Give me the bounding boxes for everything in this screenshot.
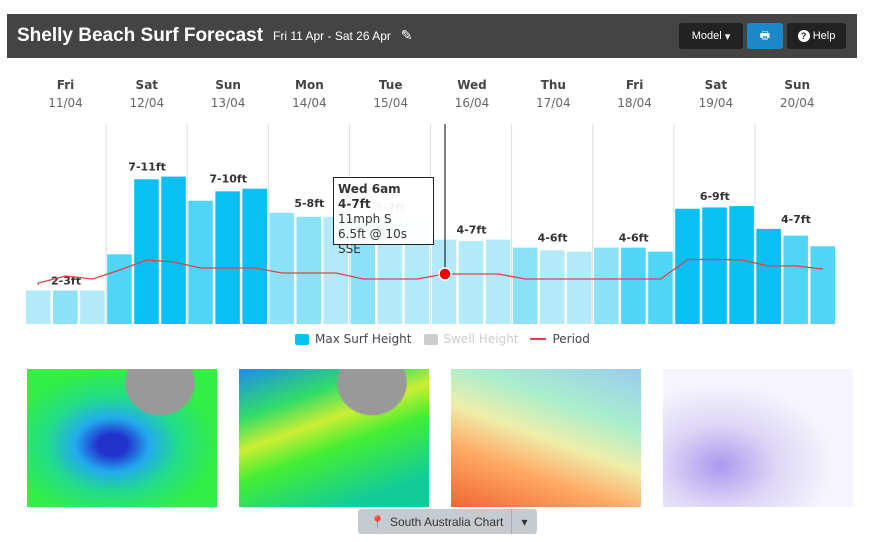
day-header: Fri 11/04 [25,76,106,112]
day-headers: Fri 11/04 Sat 12/04 Sun 13/04 Mon 14/04 Tue 15/04… [0,76,876,116]
surf-bar[interactable] [26,290,51,325]
surf-bar[interactable] [810,246,835,324]
day-name: Sun [784,78,811,92]
day-date: 19/04 [698,96,734,110]
day-date: 15/04 [373,96,408,110]
legend-period[interactable]: Period [552,332,590,346]
surf-bar[interactable] [188,200,213,324]
day-name: Sat [704,78,728,92]
surf-bar[interactable] [783,235,808,324]
edit-pencil-icon[interactable]: ✎ [400,28,413,44]
surf-chart[interactable]: 2-3ft7-11ft7-10ft5-8ft5-7ft4-7ft4-6ft4-6… [0,120,876,330]
chart-legend: Max Surf Height Swell Height Period [295,332,590,346]
day-date: 16/04 [454,96,490,110]
day-header: Sat 19/04 [675,76,756,112]
day-surf-label: 5-8ft [294,197,324,210]
day-surf-label: 4-6ft [619,232,649,245]
legend-swatch-swell [423,333,438,345]
day-header: Tue 15/04 [350,76,431,112]
surf-bar[interactable] [621,247,646,324]
tooltip-wind: 11mph S [338,212,392,226]
legend-max-surf[interactable]: Max Surf Height [315,332,412,346]
day-header: Sat 12/04 [106,76,187,112]
surf-bar[interactable] [702,207,727,324]
surf-bar[interactable] [215,191,240,324]
day-header: Sun 13/04 [188,76,269,112]
tooltip-surf: 4-7ft [338,197,371,211]
day-date: 17/04 [536,96,571,110]
surf-bar[interactable] [756,228,781,324]
surf-bar[interactable] [269,212,294,324]
legend-swell[interactable]: Swell Height [443,332,519,346]
surf-bar[interactable] [485,239,511,324]
legend-swatch-period [530,338,547,340]
wave-height-map[interactable] [27,369,217,507]
day-name: Sat [135,78,159,92]
day-name: Fri [625,78,644,92]
model-label: Model [691,30,722,42]
surf-bar[interactable] [648,251,673,324]
caret-down-icon: ▾ [724,30,731,43]
region-chart-dropdown[interactable]: ▾ [511,509,537,534]
day-date: 11/04 [48,96,83,110]
surf-bar[interactable] [594,247,619,324]
day-date: 18/04 [617,96,652,110]
period-line [37,258,824,286]
header-bar: Shelly Beach Surf Forecast Fri 11 Apr - … [7,14,857,58]
model-dropdown-button[interactable]: Model ▾ [679,23,743,49]
day-surf-label: 4-7ft [781,213,811,226]
day-surf-label: 4-6ft [538,232,568,245]
day-name: Wed [457,78,487,92]
surf-bar[interactable] [512,247,538,324]
region-chart-button[interactable]: 📍 South Australia Chart ▾ [358,509,537,534]
day-header: Thu 17/04 [513,76,594,112]
day-header: Fri 18/04 [594,76,675,112]
day-date: 14/04 [292,96,327,110]
surf-bar[interactable] [134,179,159,324]
day-date: 12/04 [129,96,165,110]
date-range: Fri 11 Apr - Sat 26 Apr [273,29,391,43]
day-surf-label: 7-10ft [209,173,247,186]
selected-point[interactable] [438,267,452,281]
question-circle-icon: ? [797,30,810,42]
printer-icon: 🖶 [759,29,771,42]
tooltip-swell: 6.5ft @ 10s SSE [338,227,407,256]
map-marker-icon: 📍 [370,514,385,529]
surf-bar[interactable] [107,254,132,324]
day-name: Sun [215,78,241,92]
surf-bar[interactable] [161,176,186,324]
page-title: Shelly Beach Surf Forecast [17,25,264,46]
day-surf-label: 4-7ft [457,224,487,237]
surf-bar[interactable] [458,240,484,324]
surf-bar[interactable] [539,250,565,324]
chart-tooltip: Wed 6am 4-7ft 11mph S 6.5ft @ 10s SSE [333,177,434,256]
surf-bar[interactable] [567,251,592,324]
tooltip-time: Wed 6am [338,182,401,196]
surf-bar[interactable] [296,216,322,324]
surf-bar[interactable] [729,206,754,324]
day-name: Fri [56,78,75,92]
swell-period-map[interactable] [239,369,429,507]
surf-bar[interactable] [53,290,78,325]
day-name: Mon [295,78,324,92]
day-name: Thu [540,78,566,92]
day-surf-label: 7-11ft [128,161,166,174]
pressure-map[interactable] [663,369,853,507]
legend-swatch-max-surf [295,333,309,345]
day-name: Tue [378,78,403,92]
day-date: 20/04 [779,96,815,110]
wind-map[interactable] [451,369,641,507]
surf-bar[interactable] [431,239,457,324]
surf-bar[interactable] [242,188,267,324]
day-header: Wed 16/04 [432,76,513,112]
day-date: 13/04 [210,96,246,110]
region-chart-label: South Australia Chart [389,514,504,529]
day-header: Sun 20/04 [757,76,838,112]
surf-bar[interactable] [80,290,105,325]
help-label: Help [812,30,836,42]
day-surf-label: 6-9ft [700,190,730,203]
day-header: Mon 14/04 [269,76,350,112]
print-button[interactable]: 🖶 [747,23,783,49]
help-button[interactable]: ? Help [787,23,846,49]
